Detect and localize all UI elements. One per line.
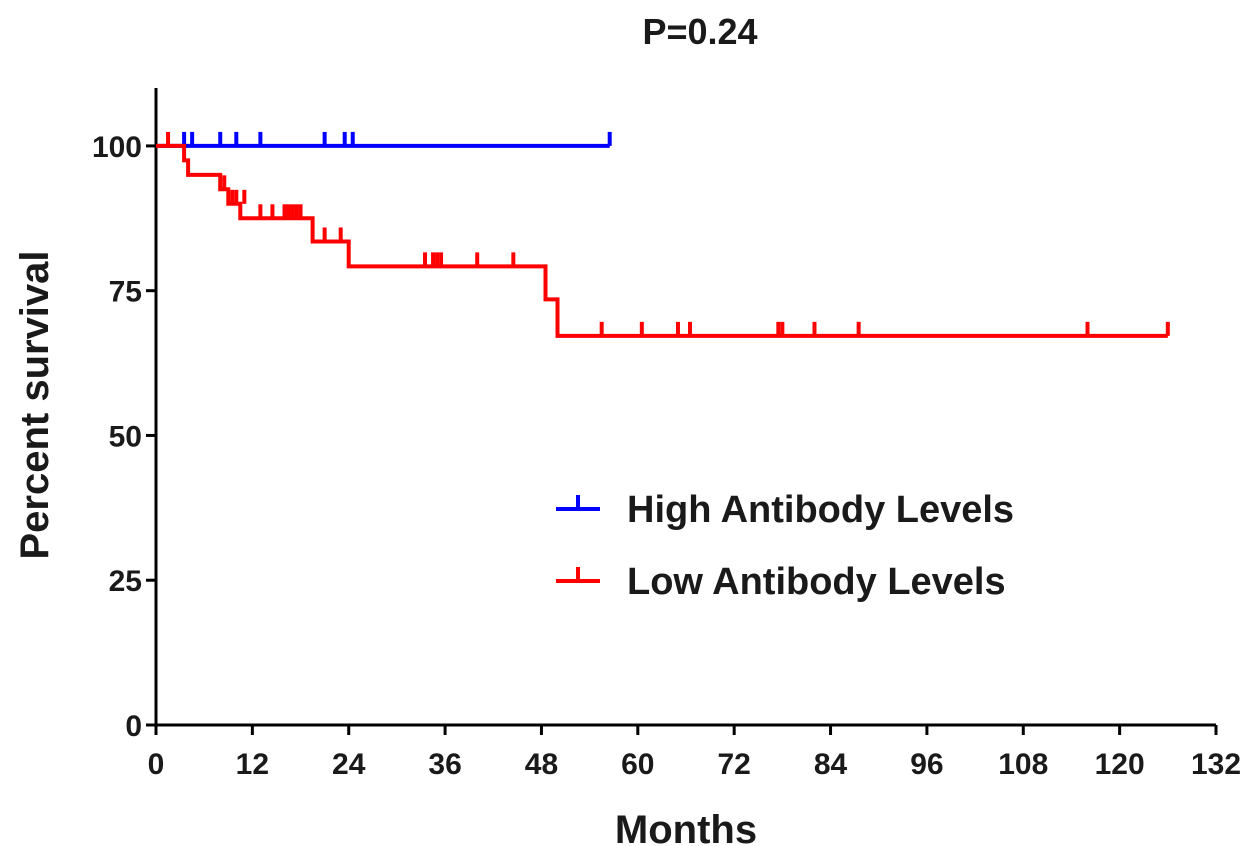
x-axis-ticks: 0 12 24 36 48 60 72 84 96 108 120 132: [148, 725, 1241, 781]
legend-item: Low Antibody Levels: [556, 561, 1006, 603]
x-tick-label: 72: [717, 748, 750, 781]
y-tick-label: 0: [125, 710, 142, 743]
legend-label: Low Antibody Levels: [627, 561, 1006, 603]
x-axis-label: Months: [615, 808, 757, 846]
series-1: [156, 131, 1170, 338]
x-tick-label: 120: [1095, 748, 1145, 781]
y-tick-label: 100: [92, 131, 142, 164]
series-0: [156, 131, 612, 148]
x-tick-label: 12: [236, 748, 269, 781]
x-tick-label: 84: [814, 748, 848, 781]
survival-step-line: [156, 143, 1168, 338]
legend-label: High Antibody Levels: [627, 489, 1014, 531]
chart-title: P=0.24: [642, 11, 757, 52]
x-tick-label: 132: [1191, 748, 1241, 781]
legend-item: High Antibody Levels: [556, 489, 1014, 531]
x-tick-label: 60: [621, 748, 654, 781]
x-tick-label: 96: [910, 748, 943, 781]
y-tick-label: 25: [109, 565, 142, 598]
y-axis-ticks: 0 25 50 75 100: [92, 131, 156, 743]
x-tick-label: 0: [148, 748, 165, 781]
x-tick-label: 24: [332, 748, 366, 781]
x-tick-label: 36: [428, 748, 461, 781]
y-tick-label: 50: [109, 420, 142, 453]
series-layer: [156, 131, 1170, 338]
y-tick-label: 75: [109, 276, 142, 309]
x-tick-label: 48: [525, 748, 558, 781]
y-axis-label: Percent survival: [13, 250, 57, 559]
legend: High Antibody Levels Low Antibody Levels: [556, 489, 1014, 603]
x-tick-label: 108: [998, 748, 1048, 781]
